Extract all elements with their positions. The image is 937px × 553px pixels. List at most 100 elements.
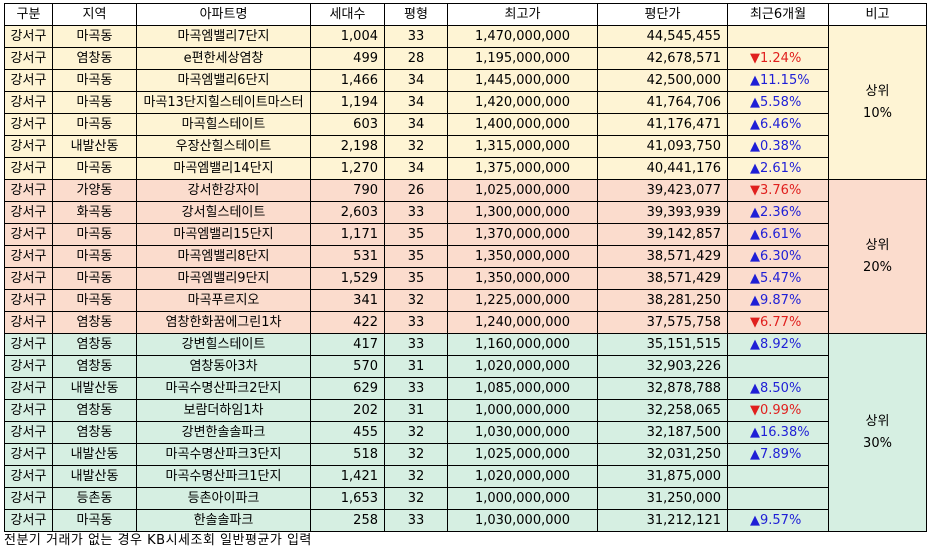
households-cell[interactable]: 1,529	[310, 267, 385, 290]
pyeong-cell[interactable]: 35	[384, 245, 448, 268]
header-cell[interactable]: 최고가	[447, 3, 598, 26]
pyeong-cell[interactable]: 33	[384, 509, 448, 532]
neighborhood-cell[interactable]: 마곡동	[52, 245, 137, 268]
max-price-cell[interactable]: 1,370,000,000	[447, 223, 598, 246]
district-cell[interactable]: 강서구	[4, 91, 53, 114]
group-note-cell[interactable]: 상위 10%	[828, 25, 927, 180]
district-cell[interactable]: 강서구	[4, 25, 53, 48]
apartment-name-cell[interactable]: 마곡엠밸리7단지	[136, 25, 311, 48]
price-per-pyeong-cell[interactable]: 32,903,226	[597, 355, 728, 378]
pyeong-cell[interactable]: 34	[384, 157, 448, 180]
pyeong-cell[interactable]: 35	[384, 267, 448, 290]
households-cell[interactable]: 1,421	[310, 465, 385, 488]
price-per-pyeong-cell[interactable]: 44,545,455	[597, 25, 728, 48]
households-cell[interactable]: 202	[310, 399, 385, 422]
district-cell[interactable]: 강서구	[4, 157, 53, 180]
pyeong-cell[interactable]: 32	[384, 465, 448, 488]
max-price-cell[interactable]: 1,020,000,000	[447, 355, 598, 378]
price-per-pyeong-cell[interactable]: 41,764,706	[597, 91, 728, 114]
apartment-name-cell[interactable]: 마곡푸르지오	[136, 289, 311, 312]
district-cell[interactable]: 강서구	[4, 311, 53, 334]
max-price-cell[interactable]: 1,000,000,000	[447, 487, 598, 510]
header-cell[interactable]: 아파트명	[136, 3, 311, 26]
neighborhood-cell[interactable]: 내발산동	[52, 377, 137, 400]
max-price-cell[interactable]: 1,025,000,000	[447, 179, 598, 202]
neighborhood-cell[interactable]: 내발산동	[52, 443, 137, 466]
apartment-name-cell[interactable]: 마곡엠밸리6단지	[136, 69, 311, 92]
six-month-change-cell[interactable]: ▲6.61%	[727, 223, 829, 246]
pyeong-cell[interactable]: 28	[384, 47, 448, 70]
six-month-change-cell[interactable]: ▲5.47%	[727, 267, 829, 290]
pyeong-cell[interactable]: 32	[384, 289, 448, 312]
price-per-pyeong-cell[interactable]: 32,187,500	[597, 421, 728, 444]
households-cell[interactable]: 1,270	[310, 157, 385, 180]
neighborhood-cell[interactable]: 마곡동	[52, 289, 137, 312]
neighborhood-cell[interactable]: 염창동	[52, 333, 137, 356]
households-cell[interactable]: 417	[310, 333, 385, 356]
district-cell[interactable]: 강서구	[4, 113, 53, 136]
six-month-change-cell[interactable]	[727, 487, 829, 510]
households-cell[interactable]: 531	[310, 245, 385, 268]
district-cell[interactable]: 강서구	[4, 355, 53, 378]
neighborhood-cell[interactable]: 염창동	[52, 421, 137, 444]
households-cell[interactable]: 603	[310, 113, 385, 136]
pyeong-cell[interactable]: 32	[384, 487, 448, 510]
apartment-name-cell[interactable]: 우장산힐스테이트	[136, 135, 311, 158]
households-cell[interactable]: 1,466	[310, 69, 385, 92]
six-month-change-cell[interactable]: ▲2.36%	[727, 201, 829, 224]
six-month-change-cell[interactable]: ▲6.30%	[727, 245, 829, 268]
header-cell[interactable]: 지역	[52, 3, 137, 26]
apartment-name-cell[interactable]: e편한세상염창	[136, 47, 311, 70]
neighborhood-cell[interactable]: 염창동	[52, 355, 137, 378]
apartment-name-cell[interactable]: 염창동아3차	[136, 355, 311, 378]
apartment-name-cell[interactable]: 보람더하임1차	[136, 399, 311, 422]
pyeong-cell[interactable]: 33	[384, 311, 448, 334]
six-month-change-cell[interactable]	[727, 465, 829, 488]
district-cell[interactable]: 강서구	[4, 47, 53, 70]
six-month-change-cell[interactable]	[727, 25, 829, 48]
price-per-pyeong-cell[interactable]: 35,151,515	[597, 333, 728, 356]
price-per-pyeong-cell[interactable]: 38,571,429	[597, 245, 728, 268]
price-per-pyeong-cell[interactable]: 41,176,471	[597, 113, 728, 136]
max-price-cell[interactable]: 1,030,000,000	[447, 509, 598, 532]
district-cell[interactable]: 강서구	[4, 509, 53, 532]
district-cell[interactable]: 강서구	[4, 443, 53, 466]
households-cell[interactable]: 2,603	[310, 201, 385, 224]
households-cell[interactable]: 1,171	[310, 223, 385, 246]
max-price-cell[interactable]: 1,470,000,000	[447, 25, 598, 48]
max-price-cell[interactable]: 1,000,000,000	[447, 399, 598, 422]
neighborhood-cell[interactable]: 등촌동	[52, 487, 137, 510]
six-month-change-cell[interactable]: ▼1.24%	[727, 47, 829, 70]
households-cell[interactable]: 499	[310, 47, 385, 70]
district-cell[interactable]: 강서구	[4, 267, 53, 290]
neighborhood-cell[interactable]: 마곡동	[52, 267, 137, 290]
apartment-name-cell[interactable]: 마곡힐스테이트	[136, 113, 311, 136]
households-cell[interactable]: 341	[310, 289, 385, 312]
six-month-change-cell[interactable]: ▲7.89%	[727, 443, 829, 466]
neighborhood-cell[interactable]: 내발산동	[52, 135, 137, 158]
six-month-change-cell[interactable]: ▲9.87%	[727, 289, 829, 312]
apartment-name-cell[interactable]: 마곡수명산파크1단지	[136, 465, 311, 488]
households-cell[interactable]: 790	[310, 179, 385, 202]
max-price-cell[interactable]: 1,350,000,000	[447, 267, 598, 290]
group-note-cell[interactable]: 상위 30%	[828, 333, 927, 532]
apartment-name-cell[interactable]: 마곡수명산파크2단지	[136, 377, 311, 400]
apartment-name-cell[interactable]: 강변힐스테이트	[136, 333, 311, 356]
pyeong-cell[interactable]: 33	[384, 377, 448, 400]
six-month-change-cell[interactable]: ▲6.46%	[727, 113, 829, 136]
max-price-cell[interactable]: 1,375,000,000	[447, 157, 598, 180]
price-per-pyeong-cell[interactable]: 38,571,429	[597, 267, 728, 290]
six-month-change-cell[interactable]: ▼3.76%	[727, 179, 829, 202]
apartment-name-cell[interactable]: 등촌아이파크	[136, 487, 311, 510]
households-cell[interactable]: 258	[310, 509, 385, 532]
district-cell[interactable]: 강서구	[4, 289, 53, 312]
district-cell[interactable]: 강서구	[4, 135, 53, 158]
district-cell[interactable]: 강서구	[4, 399, 53, 422]
price-per-pyeong-cell[interactable]: 31,875,000	[597, 465, 728, 488]
district-cell[interactable]: 강서구	[4, 223, 53, 246]
apartment-name-cell[interactable]: 강서한강자이	[136, 179, 311, 202]
neighborhood-cell[interactable]: 염창동	[52, 399, 137, 422]
max-price-cell[interactable]: 1,315,000,000	[447, 135, 598, 158]
pyeong-cell[interactable]: 35	[384, 223, 448, 246]
six-month-change-cell[interactable]: ▲9.57%	[727, 509, 829, 532]
